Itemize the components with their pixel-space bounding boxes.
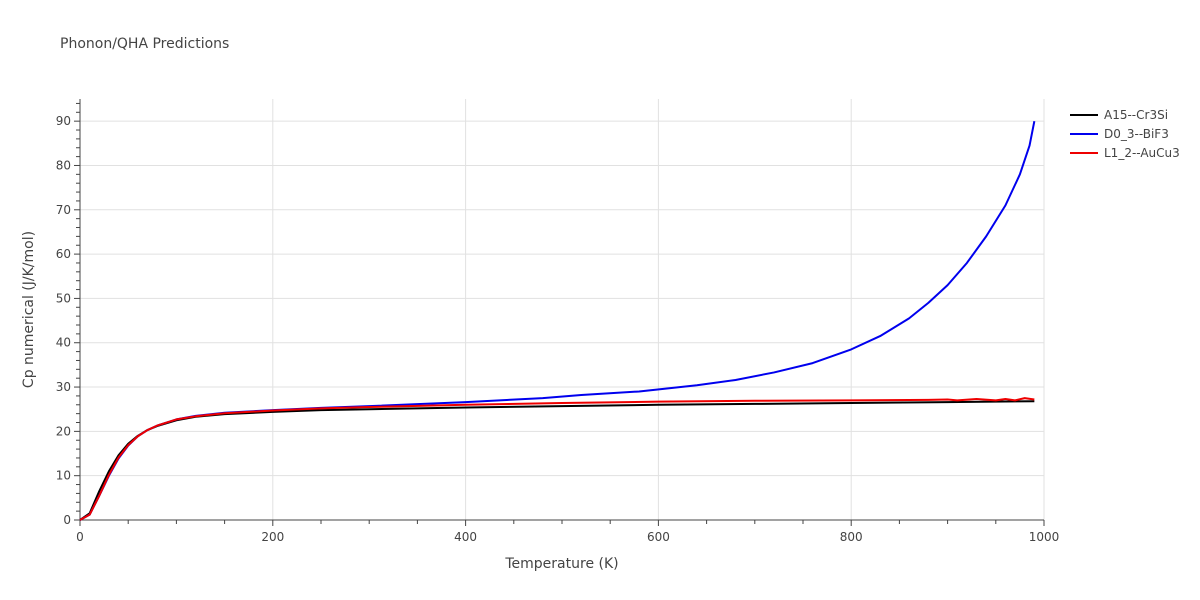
y-tick-label: 70	[56, 203, 71, 217]
series-line-1	[79, 400, 1035, 521]
y-tick-label: 30	[56, 380, 71, 394]
legend-label[interactable]: L1_2--AuCu3	[1104, 146, 1180, 160]
series-line-3	[79, 397, 1035, 521]
y-tick-label: 40	[56, 336, 71, 350]
x-axis-title: Temperature (K)	[504, 556, 618, 572]
y-tick-label: 0	[63, 513, 71, 527]
x-tick-label: 200	[261, 530, 284, 544]
x-tick-label: 800	[840, 530, 863, 544]
y-tick-label: 50	[56, 291, 71, 305]
x-tick-label: 0	[76, 530, 84, 544]
series-line-2	[79, 120, 1036, 521]
legend-label[interactable]: D0_3--BiF3	[1104, 127, 1169, 141]
y-tick-label: 80	[56, 158, 71, 172]
y-tick-label: 10	[56, 469, 71, 483]
y-tick-label: 60	[56, 247, 71, 261]
legend-label[interactable]: A15--Cr3Si	[1104, 108, 1168, 122]
chart-title: Phonon/QHA Predictions	[60, 36, 230, 52]
x-tick-label: 400	[454, 530, 477, 544]
x-tick-label: 600	[647, 530, 670, 544]
x-tick-label: 1000	[1029, 530, 1060, 544]
y-tick-label: 90	[56, 114, 71, 128]
y-tick-label: 20	[56, 424, 71, 438]
y-axis-title: Cp numerical (J/K/mol)	[21, 231, 37, 388]
